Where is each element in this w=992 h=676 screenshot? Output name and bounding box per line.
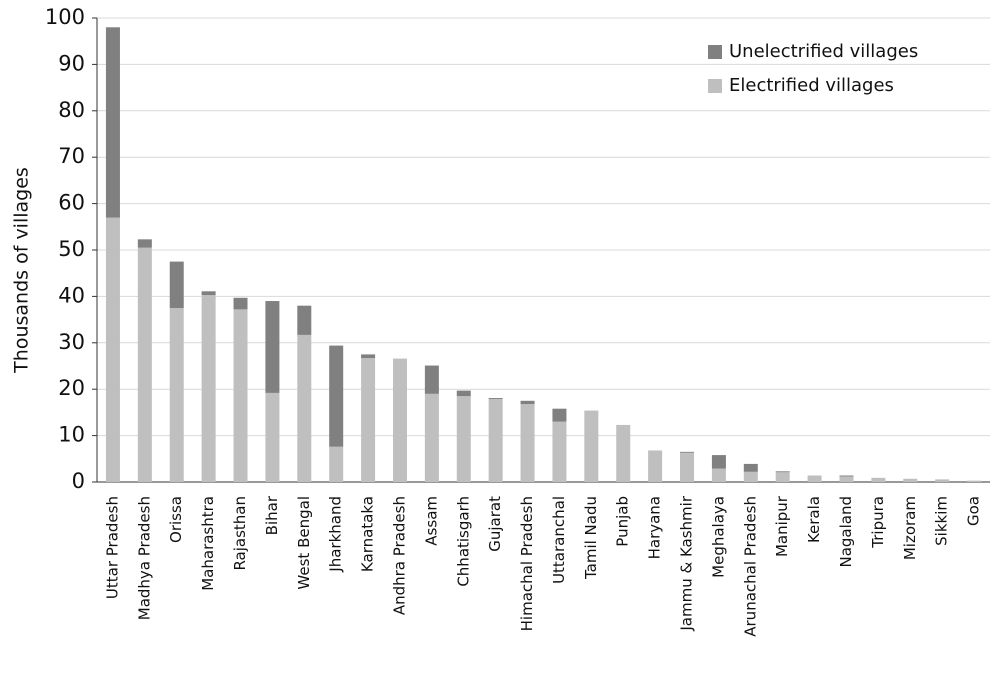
bar-segment [552,421,567,482]
x-tick-label: Punjab [614,496,632,547]
x-tick-label: Orissa [167,496,185,543]
bar-segment [297,334,312,482]
y-tick-label: 50 [58,237,85,261]
y-tick-label: 80 [58,98,85,122]
bar-segment [488,398,503,399]
x-tick-label: Mizoram [901,496,919,560]
x-tick-label: Meghalaya [709,496,727,578]
y-tick-label: 90 [58,51,85,75]
bar-segment [233,309,248,482]
legend-swatch [708,45,722,59]
bar-segment [456,396,471,482]
x-tick-label: Bihar [263,495,281,535]
x-tick-label: Uttar Pradesh [103,496,121,599]
bar-segment [105,27,120,218]
x-tick-label: Tamil Nadu [582,496,600,580]
x-tick-label: Assam [422,496,440,546]
x-tick-label: Jharkhand [327,496,345,573]
bar-segment [361,354,376,359]
bar-segment [329,446,344,482]
bar-segment [520,404,535,482]
bar-segment [775,472,790,482]
x-tick-label: Karnataka [359,496,377,572]
bar-segment [680,452,695,482]
bar-segment [265,301,280,393]
y-tick-label: 70 [58,144,85,168]
bar-segment [743,463,758,472]
x-tick-label: Gujarat [486,496,504,552]
y-tick-label: 20 [58,376,85,400]
x-tick-label: Maharashtra [199,496,217,591]
x-tick-label: Madhya Pradesh [135,496,153,620]
bar-segment [169,261,184,308]
bar-segment [169,308,184,482]
x-tick-label: Sikkim [933,496,951,546]
x-tick-label: Rajasthan [231,496,249,571]
bar-segment [105,217,120,482]
x-tick-label: Kerala [805,496,823,543]
bar-segment [456,390,471,397]
bar-segment [424,393,439,482]
bar-segment [775,471,790,473]
bar-segment [711,455,726,469]
bar-segment [648,450,663,482]
bar-segment [711,468,726,482]
x-tick-label: Manipur [773,495,791,557]
bar-segment [839,475,854,477]
y-tick-label: 40 [58,283,85,307]
x-tick-label: Chhatisgarh [454,496,472,587]
x-tick-label: Tripura [869,496,887,549]
bar-segment [839,476,854,482]
bar-segment [265,392,280,482]
x-tick-label: Jammu & Kashmir [678,495,696,631]
y-axis-label: Thousands of villages [11,167,33,374]
x-tick-label: Nagaland [837,496,855,568]
y-tick-label: 60 [58,191,85,215]
bar-segment [903,478,918,482]
bar-segment [201,291,216,296]
bar-segment [616,424,631,482]
bar-segment [233,297,248,310]
bar-segment [967,480,982,482]
bar-segment [520,400,535,405]
bar-segment [329,345,344,447]
bar-segment [935,480,950,482]
y-tick-label: 0 [72,469,85,493]
bar-segment [297,305,312,335]
bar-segment [584,410,599,482]
x-tick-label: Haryana [646,496,664,559]
legend-swatch [708,79,722,93]
y-tick-label: 10 [58,423,85,447]
legend-label: Unelectrified villages [729,41,918,62]
bar-segment [871,477,886,482]
bar-segment [137,247,152,482]
x-tick-label: Andhra Pradesh [390,496,408,615]
bar-segment [552,408,567,422]
x-tick-label: West Bengal [295,496,313,590]
y-tick-label: 30 [58,330,85,354]
bar-segment [488,398,503,482]
x-tick-label: Goa [965,496,983,526]
bar-segment [424,365,439,394]
y-tick-label: 100 [45,5,85,29]
bar-segment [807,475,822,482]
bar-segment [361,358,376,482]
bar-segment [743,471,758,482]
bar-segment [137,239,152,248]
x-tick-label: Himachal Pradesh [518,496,536,631]
x-tick-label: Arunachal Pradesh [741,496,759,637]
bar-segment [392,358,407,482]
legend-label: Electrified villages [729,75,894,96]
x-tick-label: Uttaranchal [550,496,568,584]
bar-segment [201,295,216,482]
bar-segment [680,451,695,453]
